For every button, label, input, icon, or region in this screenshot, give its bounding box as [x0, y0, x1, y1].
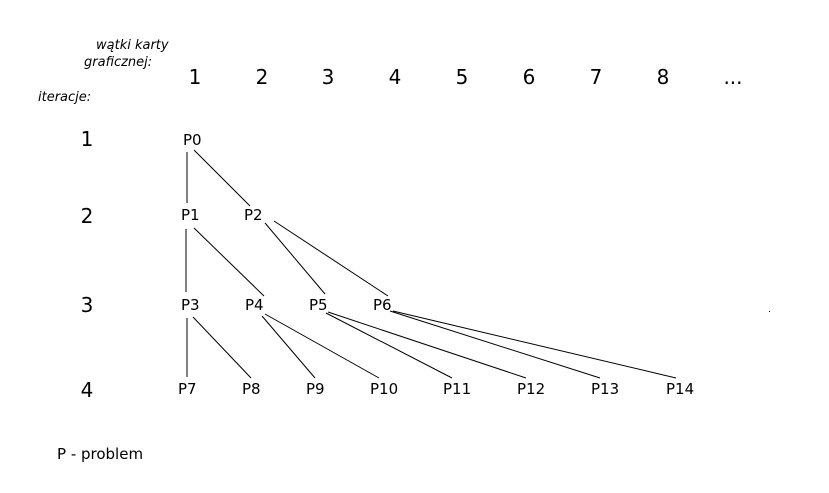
threads-label-line1: wątki karty [96, 38, 169, 53]
row-header: 1 [80, 127, 94, 151]
node-P10: P10 [370, 380, 399, 398]
edge-P0-P2 [193, 149, 251, 207]
edge-P5-P12 [327, 311, 527, 379]
node-P6: P6 [373, 296, 392, 314]
row-header: 2 [80, 204, 94, 228]
column-header: 2 [255, 65, 269, 89]
column-header: 1 [188, 65, 202, 89]
node-P0: P0 [183, 131, 202, 149]
node-P1: P1 [181, 206, 200, 224]
node-P5: P5 [309, 296, 328, 314]
row-header: 3 [80, 293, 94, 317]
edge-P3-P8 [192, 316, 252, 379]
node-P2: P2 [244, 206, 263, 224]
node-P13: P13 [591, 380, 620, 398]
edge-P4-P10 [264, 313, 380, 379]
column-header: 7 [589, 65, 603, 89]
edge-P5-P11 [325, 312, 453, 379]
edge-P6-P14 [392, 310, 677, 379]
stray-dot [769, 311, 770, 312]
node-P3: P3 [181, 296, 200, 314]
edge-P2-P6 [273, 220, 389, 297]
edge-P1-P4 [193, 227, 265, 297]
node-P4: P4 [245, 296, 264, 314]
column-header: 5 [455, 65, 469, 89]
edge-P6-P13 [389, 310, 601, 379]
edge-P4-P9 [261, 315, 316, 379]
row-header: 4 [80, 378, 94, 402]
column-header: 4 [388, 65, 402, 89]
node-P8: P8 [242, 380, 261, 398]
node-P12: P12 [517, 380, 546, 398]
column-header: 6 [522, 65, 536, 89]
column-header: 8 [656, 65, 670, 89]
threads-label-line2: graficznej: [84, 55, 153, 70]
node-P11: P11 [443, 380, 472, 398]
node-P7: P7 [178, 380, 197, 398]
column-header-ellipsis: ... [723, 65, 743, 89]
node-P14: P14 [666, 380, 695, 398]
node-P9: P9 [306, 380, 325, 398]
column-header: 3 [321, 65, 335, 89]
iterations-label: iteracje: [38, 90, 92, 105]
legend: P - problem [57, 445, 144, 463]
edge-P2-P5 [264, 222, 326, 295]
